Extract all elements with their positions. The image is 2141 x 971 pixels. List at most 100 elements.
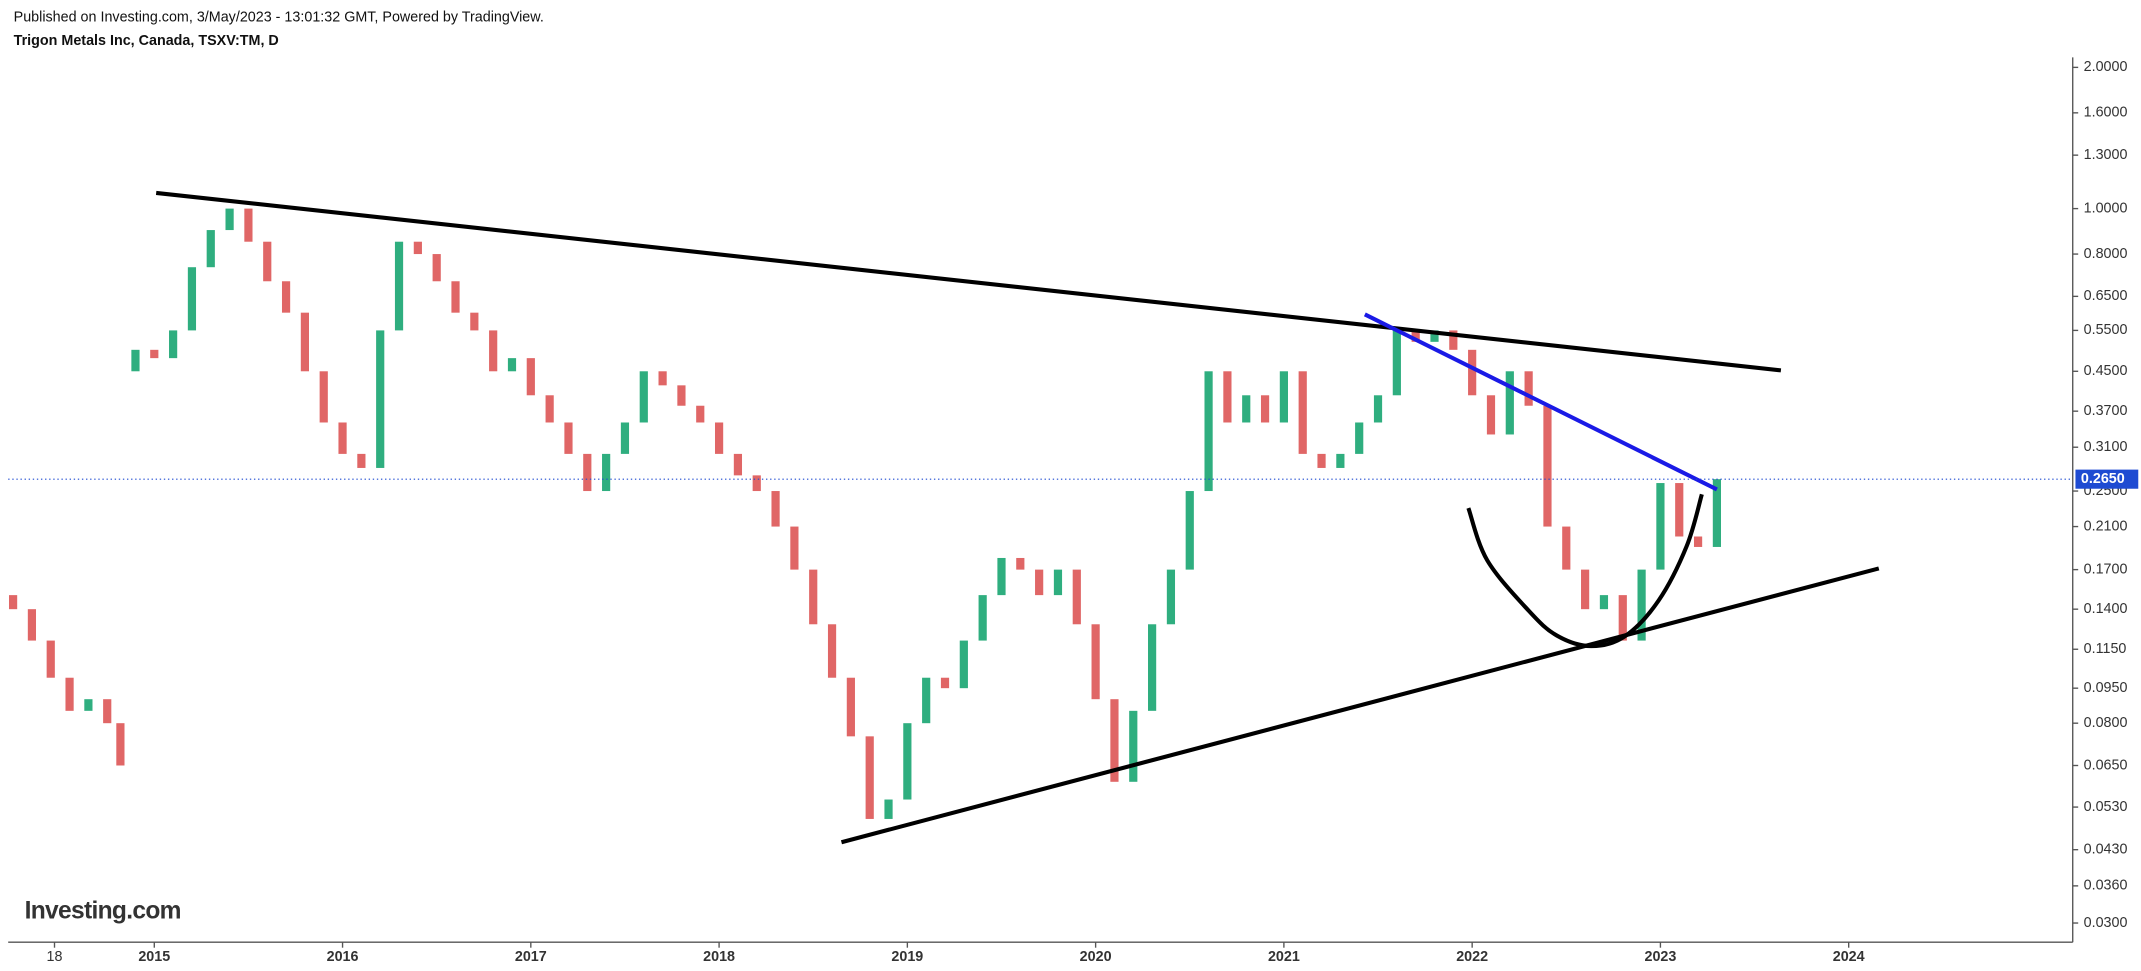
- candle: [1260, 395, 1270, 423]
- candle: [225, 208, 234, 231]
- candle: [1279, 371, 1288, 423]
- trendline: [1363, 312, 1718, 492]
- x-tick-label: 2018: [703, 949, 735, 965]
- y-tick-label: 0.4500: [2084, 363, 2128, 379]
- candle: [1543, 405, 1552, 527]
- candle: [1411, 330, 1420, 342]
- candle: [771, 491, 780, 527]
- y-tick-label: 0.8000: [2084, 246, 2128, 262]
- y-tick-label: 0.0800: [2084, 715, 2128, 731]
- y-tick-label: 0.3700: [2084, 403, 2128, 419]
- candle: [564, 422, 573, 454]
- candle: [1486, 395, 1496, 435]
- candle: [394, 241, 404, 331]
- y-tick-label: 0.0950: [2084, 680, 2128, 696]
- candle: [338, 422, 347, 454]
- candle: [1110, 699, 1119, 782]
- candle: [1148, 624, 1157, 711]
- candle: [526, 358, 535, 396]
- candle: [1204, 371, 1213, 492]
- candle: [884, 799, 893, 819]
- candle: [27, 609, 37, 641]
- candle: [1524, 371, 1533, 406]
- candle: [131, 349, 140, 372]
- candle: [1016, 557, 1025, 570]
- x-tick-label: 2021: [1268, 949, 1300, 965]
- candle: [620, 422, 630, 454]
- candle: [696, 405, 705, 423]
- candle: [1430, 330, 1439, 342]
- candle: [1581, 569, 1590, 610]
- x-tick-label: 2015: [138, 949, 170, 965]
- candle: [103, 699, 112, 724]
- candle: [169, 330, 178, 359]
- candle: [1618, 595, 1627, 641]
- candle: [1129, 710, 1138, 782]
- trendline: [1466, 493, 1704, 649]
- x-tick-label: 2024: [1833, 949, 1865, 965]
- candle: [1072, 569, 1081, 625]
- candle: [733, 453, 743, 476]
- candle: [1712, 479, 1721, 547]
- candle: [1035, 569, 1044, 596]
- candle: [1637, 569, 1646, 641]
- candle: [583, 453, 592, 492]
- candle: [1317, 453, 1326, 468]
- x-tick-label: 2017: [515, 949, 547, 965]
- candle: [187, 267, 197, 331]
- candle: [1053, 569, 1063, 596]
- candle: [319, 371, 328, 423]
- candle: [300, 312, 309, 372]
- x-tick-label: 2019: [891, 949, 923, 965]
- y-tick-label: 0.1700: [2084, 561, 2128, 577]
- candle: [1298, 371, 1307, 454]
- candle: [451, 281, 460, 313]
- candle: [1373, 395, 1383, 423]
- y-tick-label: 0.3100: [2084, 439, 2128, 455]
- candle: [1468, 349, 1477, 396]
- y-tick-label: 1.3000: [2084, 147, 2128, 163]
- y-tick-label: 1.6000: [2084, 105, 2128, 121]
- y-tick-label: 0.1150: [2084, 641, 2127, 657]
- candle: [1562, 526, 1571, 570]
- candle: [413, 241, 422, 255]
- y-tick-label: 2.0000: [2084, 59, 2128, 75]
- x-tick-label: 2023: [1644, 949, 1676, 965]
- candle: [1166, 569, 1176, 625]
- chart-title: Trigon Metals Inc, Canada, TSXV:TM, D: [14, 33, 279, 49]
- candle: [1449, 330, 1458, 350]
- candle: [1091, 624, 1100, 700]
- candle: [865, 736, 874, 819]
- candle: [1392, 330, 1401, 396]
- candle: [1223, 371, 1232, 423]
- candle: [1656, 483, 1665, 570]
- candle: [809, 569, 818, 625]
- watermark: Investing.com: [25, 898, 181, 925]
- candle: [206, 230, 215, 268]
- y-tick-label: 0.0530: [2084, 799, 2128, 815]
- candle: [150, 349, 159, 359]
- candle: [8, 595, 18, 610]
- candle: [357, 453, 366, 468]
- candle: [658, 371, 667, 386]
- candle: [84, 699, 93, 711]
- y-tick-label: 0.0650: [2084, 757, 2128, 773]
- candle: [489, 330, 498, 372]
- candle: [846, 677, 855, 737]
- candle: [376, 330, 385, 468]
- candle: [1355, 422, 1364, 454]
- candle: [602, 453, 611, 492]
- last-price-box: [2075, 469, 2139, 489]
- y-tick-label: 0.1400: [2084, 601, 2128, 617]
- candle: [1675, 483, 1684, 537]
- candle: [677, 385, 686, 406]
- candle: [903, 723, 912, 800]
- candle: [244, 208, 253, 242]
- trendline: [840, 566, 1880, 845]
- candle: [1693, 536, 1703, 547]
- candle: [507, 358, 517, 372]
- y-tick-label: 0.5500: [2084, 322, 2128, 338]
- y-tick-label: 0.0360: [2084, 878, 2128, 894]
- trendline: [155, 190, 1782, 373]
